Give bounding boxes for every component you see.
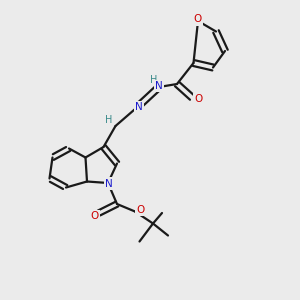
Text: H: H [105, 115, 112, 125]
Text: O: O [194, 94, 203, 104]
Text: O: O [136, 205, 145, 215]
Text: O: O [194, 14, 202, 25]
Text: N: N [135, 102, 142, 112]
Text: N: N [105, 178, 112, 189]
Text: N: N [155, 81, 163, 91]
Text: O: O [90, 211, 99, 221]
Text: H: H [150, 75, 157, 85]
